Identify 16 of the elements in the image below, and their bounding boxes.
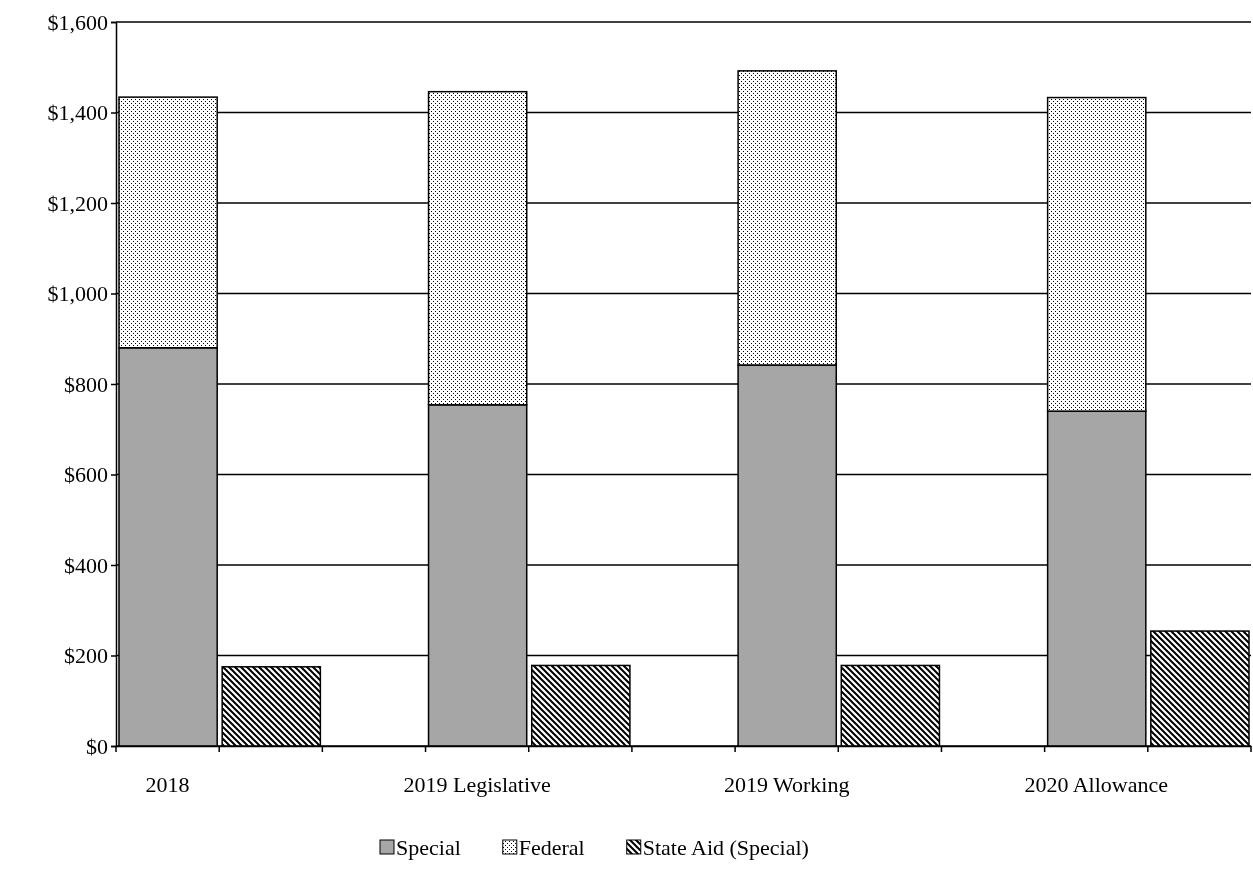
legend-label: Federal	[518, 835, 585, 860]
y-tick-label: $400	[64, 552, 108, 578]
x-tick-label: 2018	[145, 771, 190, 797]
y-tick-label: $1,200	[47, 190, 108, 216]
y-tick-label: $600	[64, 462, 108, 488]
x-tick-label: 2019 Working	[723, 771, 850, 797]
y-tick-label: $800	[64, 371, 108, 397]
y-tick-label: $0	[86, 733, 108, 759]
y-tick-label: $1,000	[47, 281, 108, 307]
x-tick-label: 2020 Allowance	[1024, 771, 1169, 797]
legend-label: Special	[396, 835, 461, 860]
y-tick-label: $1,400	[47, 100, 108, 126]
y-tick-label: $1,600	[47, 9, 108, 35]
x-tick-label: 2019 Legislative	[403, 771, 551, 797]
legend-label: State Aid (Special)	[642, 835, 809, 860]
y-tick-label: $200	[64, 643, 108, 669]
